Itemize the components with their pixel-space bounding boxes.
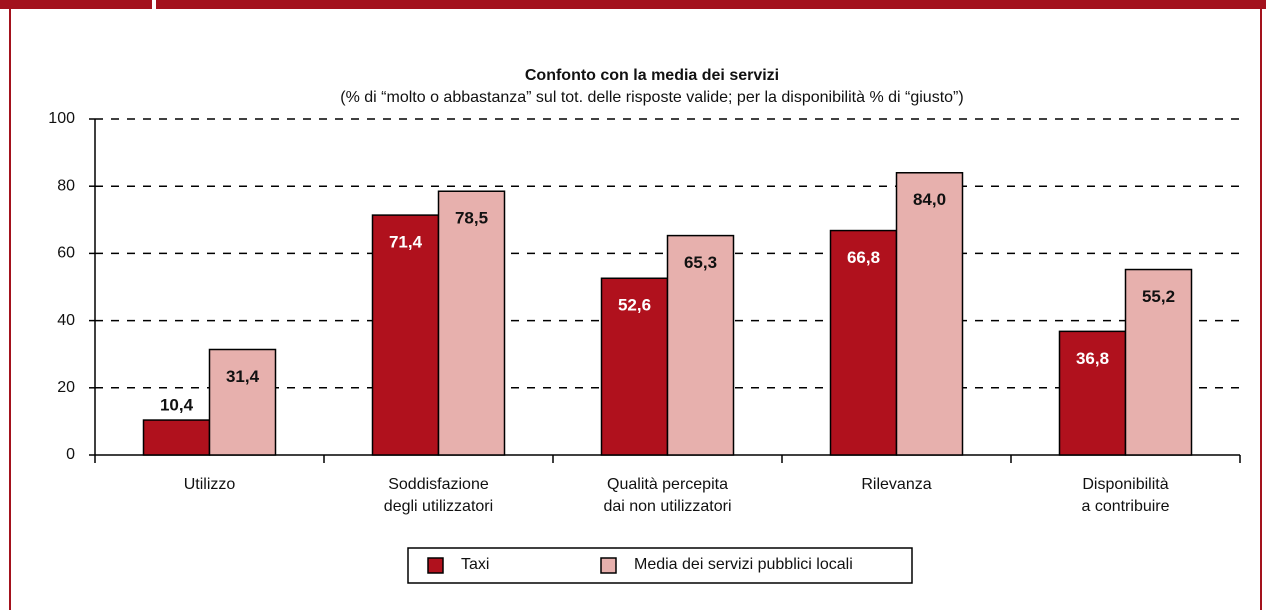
top-band: [0, 0, 1266, 9]
right-border: [1260, 9, 1262, 610]
data-label: 66,8: [847, 248, 880, 267]
data-label: 10,4: [160, 396, 194, 415]
y-tick-label: 60: [57, 245, 75, 262]
y-tick-label: 20: [57, 379, 75, 396]
bar: [600, 277, 669, 456]
data-label: 55,2: [1142, 287, 1175, 306]
x-tick-label: Rilevanza: [861, 476, 931, 493]
y-tick-label: 40: [57, 312, 75, 329]
legend-box: [407, 547, 913, 584]
bar: [895, 172, 964, 456]
bar: [208, 348, 277, 456]
data-label: 78,5: [455, 209, 488, 228]
chart-subtitle: (% di “molto o abbastanza” sul tot. dell…: [340, 89, 963, 106]
x-tick-label: Utilizzo: [184, 476, 236, 493]
bar: [437, 190, 506, 456]
legend-swatch: [600, 557, 617, 574]
bar: [1058, 330, 1127, 456]
data-label: 36,8: [1076, 349, 1109, 368]
legend-label: Taxi: [461, 556, 489, 573]
data-label: 65,3: [684, 253, 717, 272]
bar: [1124, 268, 1193, 456]
x-tick-label: Disponibilità a contribuire: [1081, 476, 1169, 515]
left-border: [9, 9, 11, 610]
legend-label: Media dei servizi pubblici locali: [634, 556, 853, 573]
data-label: 52,6: [618, 296, 651, 315]
y-tick-label: 100: [48, 110, 75, 127]
bar: [666, 234, 735, 456]
y-tick-label: 0: [66, 446, 75, 463]
legend-swatch: [427, 557, 444, 574]
y-tick-label: 80: [57, 177, 75, 194]
chart-title: Confonto con la media dei servizi: [525, 67, 779, 84]
top-notch: [152, 0, 156, 9]
data-label: 31,4: [226, 367, 260, 386]
data-label: 71,4: [389, 233, 423, 252]
data-label: 84,0: [913, 190, 946, 209]
bar: [142, 419, 211, 456]
x-tick-label: Qualità percepita dai non utilizzatori: [603, 476, 731, 515]
x-tick-label: Soddisfazione degli utilizzatori: [384, 476, 493, 515]
